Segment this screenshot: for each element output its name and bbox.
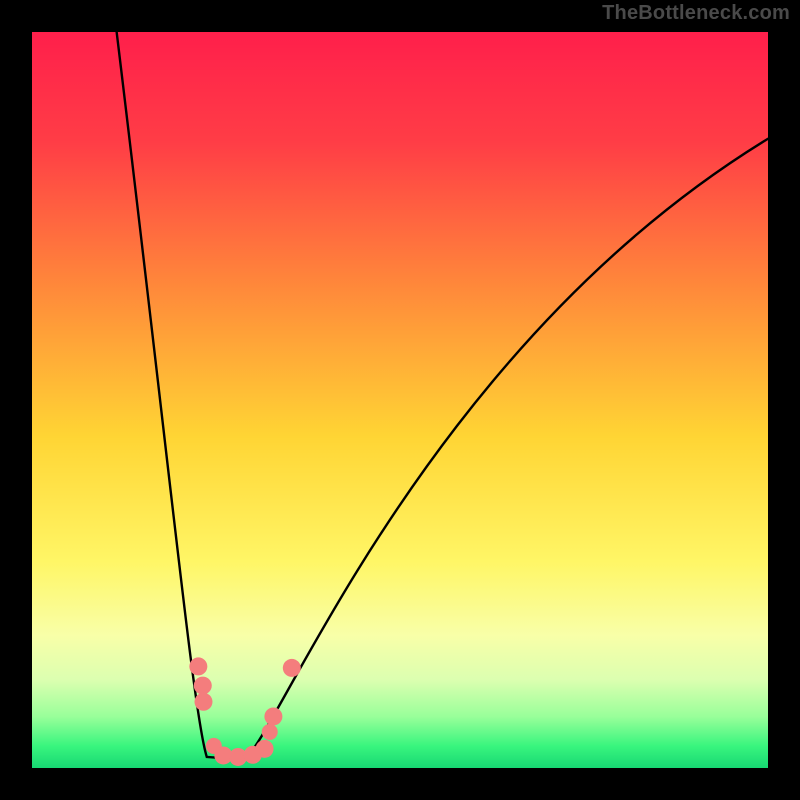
- data-marker: [256, 740, 274, 758]
- plot-area: [32, 32, 768, 768]
- data-marker: [283, 659, 301, 677]
- data-marker: [194, 677, 212, 695]
- data-marker: [262, 724, 278, 740]
- watermark-text: TheBottleneck.com: [602, 2, 790, 25]
- data-marker: [194, 693, 212, 711]
- chart-canvas: TheBottleneck.com: [0, 0, 800, 800]
- data-marker: [264, 707, 282, 725]
- data-marker: [189, 657, 207, 675]
- chart-svg: [0, 0, 800, 800]
